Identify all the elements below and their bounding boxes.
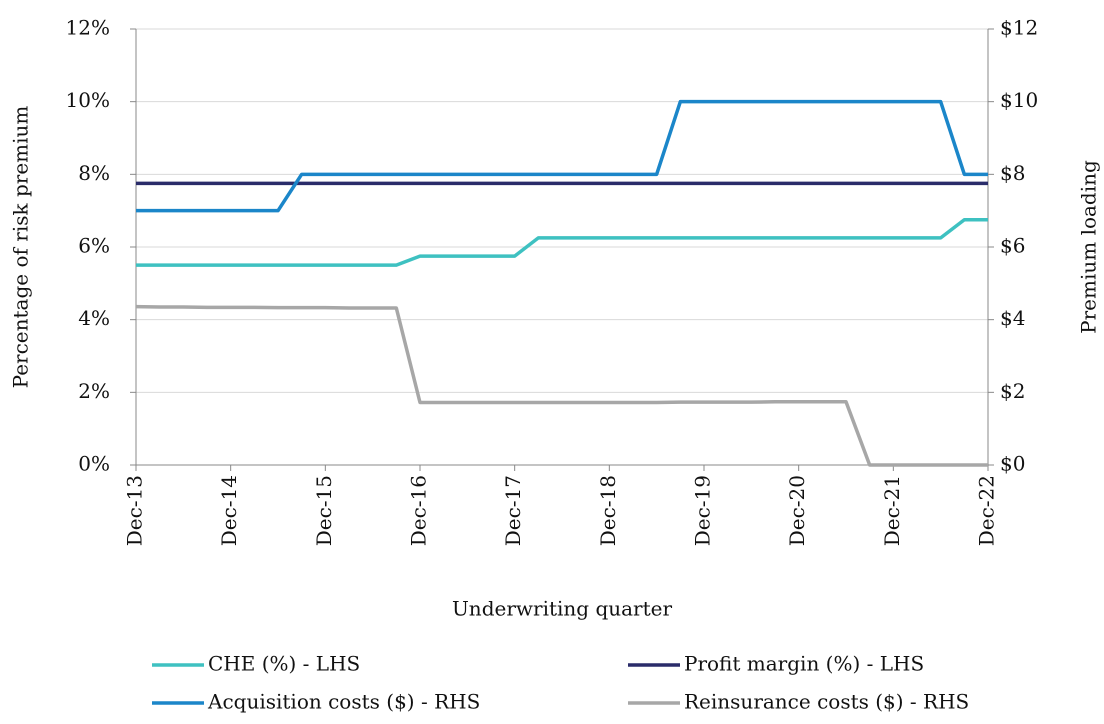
x-tick-label: Dec-13 bbox=[123, 475, 147, 546]
series-line bbox=[136, 218, 988, 267]
y2-tick-label: $2 bbox=[1000, 379, 1025, 403]
y-tick-label: 2% bbox=[78, 379, 110, 403]
legend-label: Reinsurance costs ($) - RHS bbox=[684, 690, 969, 714]
y-tick-label: 8% bbox=[78, 161, 110, 185]
y-tick-label: 10% bbox=[66, 88, 110, 112]
x-tick-label: Dec-18 bbox=[596, 475, 620, 546]
x-tick-label: Dec-20 bbox=[785, 475, 809, 546]
x-tick-label: Dec-19 bbox=[691, 475, 715, 546]
x-tick-label: Dec-15 bbox=[312, 475, 336, 546]
y-tick-label: 4% bbox=[78, 306, 110, 330]
series-line bbox=[135, 304, 988, 467]
y-tick-label: 12% bbox=[66, 16, 110, 40]
y-tick-label: 0% bbox=[78, 452, 110, 476]
legend-label: CHE (%) - LHS bbox=[208, 652, 360, 676]
y2-tick-label: $4 bbox=[1000, 306, 1025, 330]
x-axis-title: Underwriting quarter bbox=[452, 597, 673, 621]
x-tick-label: Dec-21 bbox=[880, 475, 904, 546]
series-line bbox=[136, 99, 988, 213]
legend-label: Profit margin (%) - LHS bbox=[684, 652, 924, 676]
y2-tick-label: $10 bbox=[1000, 88, 1038, 112]
y-axis-title: Percentage of risk premium bbox=[9, 106, 33, 389]
y2-tick-label: $12 bbox=[1000, 16, 1038, 40]
x-tick-label: Dec-14 bbox=[217, 475, 241, 546]
y2-tick-label: $0 bbox=[1000, 452, 1025, 476]
x-tick-label: Dec-17 bbox=[501, 475, 525, 546]
y2-tick-label: $8 bbox=[1000, 161, 1025, 185]
x-tick-label: Dec-16 bbox=[407, 475, 431, 546]
y2-axis-title: Premium loading bbox=[1077, 160, 1101, 334]
y2-tick-label: $6 bbox=[1000, 234, 1025, 258]
y-tick-label: 6% bbox=[78, 234, 110, 258]
legend-label: Acquisition costs ($) - RHS bbox=[207, 690, 480, 714]
x-tick-label: Dec-22 bbox=[975, 475, 999, 546]
